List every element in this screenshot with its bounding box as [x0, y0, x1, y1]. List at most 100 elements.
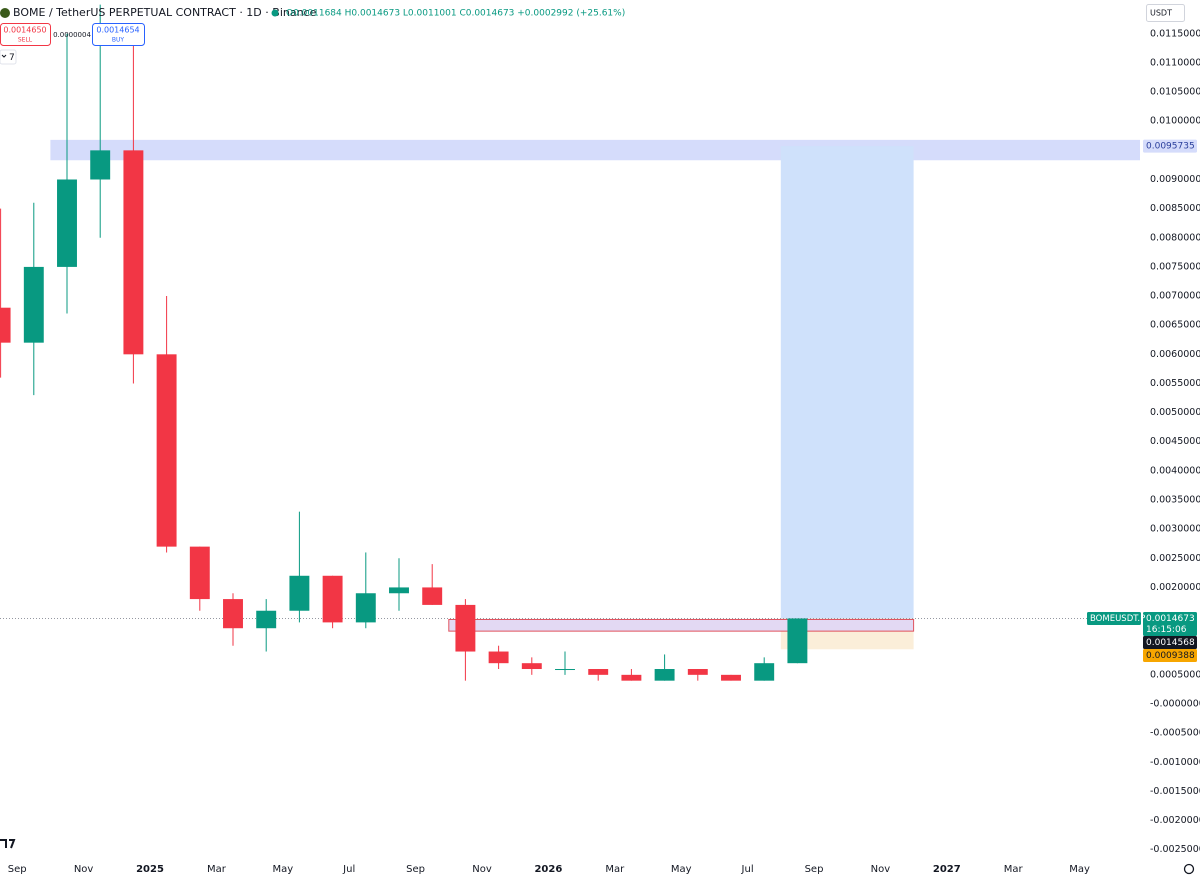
x-tick-label: Nov [871, 864, 891, 875]
x-tick-label: Sep [406, 864, 425, 875]
candle-body [488, 651, 509, 664]
zone [50, 139, 1140, 161]
price-label: 0.0014568 [1146, 638, 1195, 648]
candle-body [389, 587, 409, 594]
candle-body [687, 669, 708, 675]
sell-label: SELL [18, 37, 33, 44]
candle-body [555, 669, 575, 671]
buy-label: BUY [112, 37, 125, 44]
x-tick-label: Sep [805, 864, 824, 875]
candle-body [721, 674, 741, 681]
y-tick-label: 0.0100000 [1150, 116, 1200, 127]
symbol-logo [0, 8, 10, 18]
candle-body [289, 575, 310, 611]
countdown: 16:15:06 [1146, 625, 1187, 635]
candle-body [189, 546, 210, 600]
price-label-box [1143, 635, 1197, 649]
candle-body [0, 307, 11, 343]
x-tick-label: 2027 [933, 864, 961, 875]
spread: 0.0000004 [53, 31, 91, 39]
x-tick-label: Sep [8, 864, 27, 875]
zone [780, 146, 914, 619]
y-tick-label: -0.0020000 [1150, 815, 1200, 826]
candle-body [90, 150, 111, 180]
currency: USDT [1150, 9, 1172, 18]
x-tick-label: Mar [207, 864, 227, 875]
y-tick-label: 0.0105000 [1150, 87, 1200, 98]
candle-body [654, 669, 675, 681]
y-tick-label: -0.0025000 [1150, 844, 1200, 855]
y-tick-label: 0.0090000 [1150, 174, 1200, 185]
x-tick-label: May [671, 864, 692, 875]
price-label: 0.0009388 [1146, 651, 1195, 661]
ohlc-text: O0.0011684 H0.0014673 L0.0011001 C0.0014… [286, 9, 625, 19]
currency-button[interactable] [1146, 4, 1185, 22]
y-tick-label: -0.0005000 [1150, 728, 1200, 739]
candle-body [621, 674, 642, 681]
x-tick-label: May [272, 864, 293, 875]
x-tick-label: Nov [74, 864, 94, 875]
candle-body [787, 618, 808, 664]
x-tick-label: Mar [605, 864, 625, 875]
plot-area [0, 4, 1140, 681]
candle-body [123, 150, 144, 355]
candle-body [57, 179, 77, 267]
status-dot [271, 9, 279, 17]
y-tick-label: 0.0065000 [1150, 320, 1200, 331]
indicator-count: 7 [9, 53, 15, 63]
x-tick-label: 2026 [534, 864, 562, 875]
symbol-tag: BOMEUSDT.P [1090, 614, 1145, 624]
y-tick-label: 0.0075000 [1150, 261, 1200, 272]
y-tick-label: 0.0085000 [1150, 203, 1200, 214]
y-tick-label: 0.0070000 [1150, 291, 1200, 302]
x-tick-label: 2025 [136, 864, 164, 875]
y-tick-label: 0.0020000 [1150, 582, 1200, 593]
y-tick-label: 0.0005000 [1150, 669, 1200, 680]
price-label-box [1143, 611, 1197, 636]
candle-body [455, 604, 476, 652]
tv-logo [0, 839, 16, 849]
y-tick-label: 0.0080000 [1150, 232, 1200, 243]
zone [448, 618, 915, 632]
x-tick-label: Nov [472, 864, 492, 875]
y-tick-label: 0.0060000 [1150, 349, 1200, 360]
candle-body [223, 599, 243, 629]
y-tick-label: 0.0035000 [1150, 495, 1200, 506]
y-tick-label: 0.0025000 [1150, 553, 1200, 564]
candle-body [322, 575, 343, 623]
y-tick-label: 0.0115000 [1150, 28, 1200, 39]
y-tick-label: 0.0040000 [1150, 465, 1200, 476]
candle-body [754, 663, 775, 681]
x-tick-label: Mar [1004, 864, 1024, 875]
y-tick-label: 0.0110000 [1150, 57, 1200, 68]
candle-body [355, 593, 376, 623]
y-tick-label: -0.0000000 [1150, 698, 1200, 709]
candle-body [156, 354, 177, 547]
indicator-toggle[interactable] [0, 49, 17, 65]
buy-price: 0.0014654 [96, 26, 139, 35]
y-tick-label: 0.0030000 [1150, 524, 1200, 535]
y-tick-label: 0.0055000 [1150, 378, 1200, 389]
y-tick-label: -0.0015000 [1150, 786, 1200, 797]
y-tick-label: 0.0050000 [1150, 407, 1200, 418]
x-tick-label: May [1069, 864, 1090, 875]
price-label: 0.0095735 [1146, 142, 1195, 152]
symbol-tag-box [1087, 611, 1141, 625]
candle-body [256, 610, 277, 629]
price-label-box [1143, 648, 1197, 662]
sell-price: 0.0014650 [3, 26, 46, 35]
sell-button[interactable] [0, 23, 51, 46]
candle-body [588, 669, 609, 675]
y-tick-label: 0.0045000 [1150, 436, 1200, 447]
price-label-box [1143, 139, 1197, 153]
candle-body [521, 663, 542, 670]
chevron [1, 54, 7, 58]
settings-icon[interactable] [1183, 863, 1195, 875]
candle-body [23, 266, 44, 343]
candle-body [422, 587, 443, 605]
buy-button[interactable] [92, 23, 145, 46]
x-tick-label: Jul [342, 864, 355, 875]
y-tick-label: -0.0010000 [1150, 757, 1200, 768]
x-tick-label: Jul [741, 864, 754, 875]
